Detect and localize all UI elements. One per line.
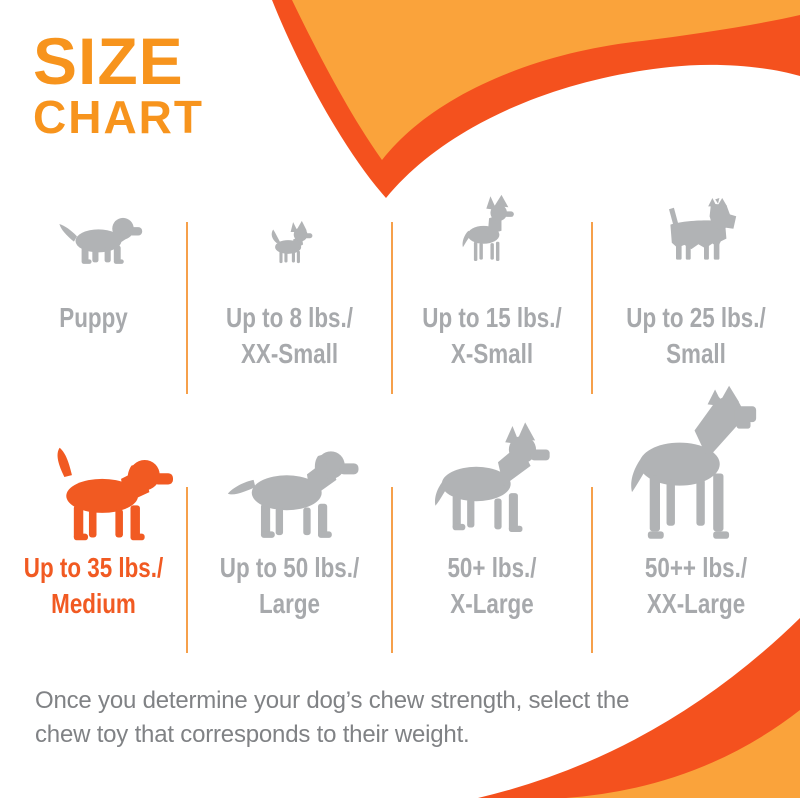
puppy-dog-icon	[59, 217, 143, 264]
label-line1: Up to 15 lbs./	[422, 302, 562, 333]
top-swoosh-light-shape	[292, 0, 800, 160]
column-divider	[186, 222, 188, 394]
size-label-xx-large: 50++ lbs./ XX-Large	[613, 550, 779, 622]
label-line2: X-Small	[450, 338, 534, 369]
small-dog-icon	[462, 194, 514, 261]
labrador-dog-icon	[227, 451, 359, 538]
page-title-line1: SIZE	[33, 24, 184, 98]
size-label-small: Up to 25 lbs./ Small	[613, 300, 779, 372]
label-line1: Puppy	[59, 302, 128, 333]
footer-instruction-text: Once you determine your dog’s chew stren…	[35, 687, 630, 748]
column-divider	[591, 222, 593, 394]
size-label-medium: Up to 35 lbs./ Medium	[19, 550, 169, 622]
label-line2: XX-Large	[646, 588, 746, 619]
page-title-line2: CHART	[33, 91, 204, 143]
pit-bull-dog-icon	[435, 422, 550, 533]
label-line1: Up to 8 lbs./	[226, 302, 353, 333]
label-line2: X-Large	[450, 588, 534, 619]
label-line1: 50+ lbs./	[447, 552, 537, 583]
size-label-xx-small: Up to 8 lbs./ XX-Small	[208, 300, 372, 372]
label-line2: Medium	[51, 588, 136, 619]
label-line1: Up to 50 lbs./	[219, 552, 360, 583]
beagle-dog-icon	[57, 447, 173, 541]
label-line1: Up to 25 lbs./	[626, 302, 766, 333]
column-divider	[186, 487, 188, 653]
size-label-x-large: 50+ lbs./ X-Large	[412, 550, 572, 622]
label-line2: Small	[666, 338, 726, 369]
label-line2: XX-Small	[240, 338, 339, 369]
bottom-swoosh-light-shape	[566, 710, 800, 798]
column-divider	[391, 222, 393, 394]
size-label-puppy: Puppy	[19, 300, 169, 336]
great-dane-dog-icon	[631, 385, 757, 539]
column-divider	[591, 487, 593, 653]
size-label-large: Up to 50 lbs./ Large	[208, 550, 372, 622]
label-line1: Up to 35 lbs./	[23, 552, 164, 583]
bottom-swoosh-dark-shape	[478, 618, 800, 798]
chihuahua-dog-icon	[271, 220, 313, 264]
label-line1: 50++ lbs./	[644, 552, 748, 583]
terrier-dog-icon	[669, 198, 737, 260]
label-line2: Large	[259, 588, 320, 619]
size-label-x-small: Up to 15 lbs./ X-Small	[412, 300, 572, 372]
column-divider	[391, 487, 393, 653]
